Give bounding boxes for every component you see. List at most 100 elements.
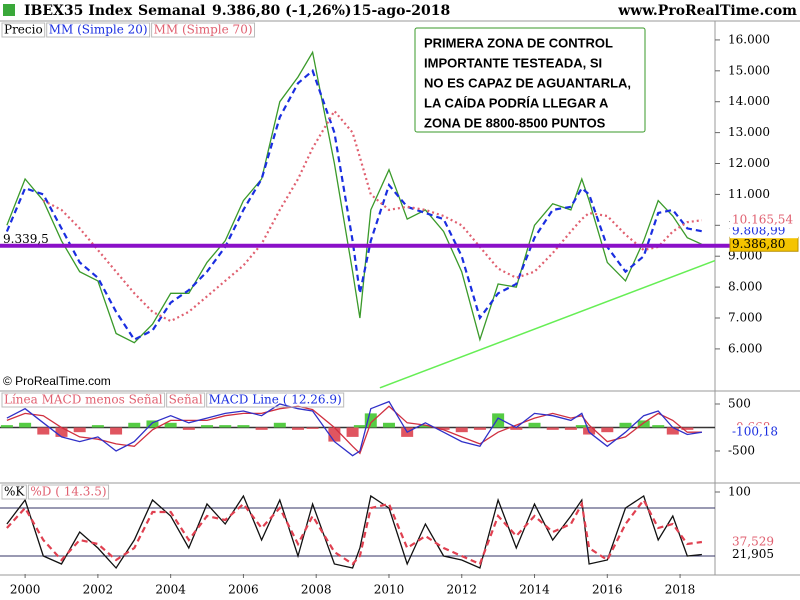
histogram-bar — [637, 420, 650, 428]
legend-box — [206, 392, 345, 408]
histogram-bar — [382, 422, 395, 428]
x-tick-label: 2008 — [301, 583, 332, 597]
legend-entry: MM (Simple 20) — [49, 23, 148, 37]
histogram-bar — [237, 425, 250, 428]
series-line — [5, 68, 703, 342]
annotation-line: LA CAÍDA PODRÍA LLEGAR A — [424, 95, 609, 110]
value-tag-label: 9.808,99 — [732, 224, 785, 238]
plot-area — [0, 494, 715, 570]
value-tag — [730, 213, 798, 228]
histogram-bar — [619, 422, 632, 428]
histogram-bar — [666, 427, 679, 435]
value-tag-label: 21,905 — [732, 547, 774, 561]
histogram-bar — [492, 413, 505, 428]
histogram-bar — [128, 422, 141, 428]
y-tick-label: 6.000 — [728, 341, 762, 355]
app-icon — [3, 4, 15, 16]
histogram-bar — [292, 427, 305, 430]
legend-entry: %D ( 14.3.5) — [30, 485, 106, 499]
y-tick-label: 13.000 — [728, 125, 770, 139]
value-tag-label: -100,18 — [732, 425, 778, 439]
y-tick-label: 14.000 — [728, 94, 770, 108]
histogram-bar — [528, 422, 541, 428]
annotation-box — [414, 27, 646, 133]
y-tick-label: 11.000 — [728, 187, 770, 201]
histogram-bar — [164, 422, 177, 428]
histogram-bar — [19, 422, 32, 428]
series-line — [6, 400, 703, 457]
legend-box — [1, 392, 166, 408]
legend-entry: %K — [4, 485, 25, 499]
annotation-line: ZONA DE 8800-8500 PUNTOS — [424, 115, 606, 130]
y-tick-label: 7.000 — [728, 311, 762, 325]
series-line — [6, 405, 702, 455]
histogram-bar — [652, 425, 665, 428]
y-tick-label: 12.000 — [728, 156, 770, 170]
y-tick-label: 15.000 — [728, 63, 770, 77]
symbol: IBEX35 Index — [24, 3, 133, 19]
value-tag-label: 10.165,54 — [732, 213, 793, 227]
histogram-bar — [201, 425, 214, 428]
histogram-bar — [564, 427, 577, 430]
value-tag — [730, 425, 798, 440]
legend-entry: MM (Simple 70) — [154, 23, 253, 37]
legend-entry: MACD Line ( 12.26.9) — [209, 393, 342, 407]
y-tick-label: 16.000 — [728, 32, 770, 46]
histogram-bar — [437, 427, 450, 430]
histogram-bar — [455, 427, 468, 433]
histogram-bar — [255, 427, 268, 430]
plot-area — [5, 50, 715, 389]
x-tick-label: 2004 — [155, 583, 186, 597]
histogram-bar — [273, 422, 286, 428]
y-tick-label: 8.000 — [728, 280, 762, 294]
y-tick-label: 500 — [728, 396, 751, 410]
legend-box — [27, 484, 110, 500]
histogram-bar — [510, 427, 523, 430]
histogram-bar — [55, 427, 68, 437]
annotation-line: PRIMERA ZONA DE CONTROL — [424, 35, 613, 50]
plot-area — [0, 400, 715, 457]
legend-entry: Precio — [4, 23, 43, 37]
histogram-bar — [37, 427, 50, 435]
histogram-bar — [146, 420, 159, 428]
legend-entry: Señal — [169, 393, 203, 407]
site: www.ProRealTime.com — [617, 3, 797, 19]
value-tag-label: 37,529 — [732, 534, 774, 548]
value-tag — [730, 224, 798, 239]
y-tick-label: 9.000 — [728, 249, 762, 263]
legend-box — [1, 22, 46, 38]
histogram-bar — [182, 427, 195, 430]
x-tick-label: 2010 — [374, 583, 405, 597]
x-tick-label: 2014 — [519, 583, 550, 597]
x-tick-label: 2016 — [592, 583, 623, 597]
value-tag — [730, 547, 798, 562]
value-tag-label: 9.386,80 — [732, 237, 785, 251]
histogram-bar — [219, 425, 232, 428]
histogram-bar — [353, 425, 366, 428]
quote: 9.386,80 (-1,26%) — [212, 3, 352, 19]
histogram-bar — [346, 427, 359, 437]
histogram-bar — [473, 427, 486, 430]
histogram-bar — [681, 427, 694, 430]
histogram-bar — [0, 425, 13, 428]
legend-box — [1, 484, 27, 500]
period: Semanal — [138, 3, 205, 19]
x-tick-label: 2018 — [665, 583, 696, 597]
series-line — [6, 494, 702, 570]
x-tick-label: 2012 — [446, 583, 477, 597]
trendline — [379, 259, 715, 389]
histogram-bar — [364, 413, 377, 428]
annotation-line: NO ES CAPAZ DE AGUANTARLA, — [424, 75, 631, 90]
histogram-bar — [110, 427, 123, 435]
histogram-bar — [328, 427, 341, 442]
x-tick-label: 2000 — [10, 583, 41, 597]
histogram-bar — [91, 425, 104, 428]
legend-entry: Línea MACD menos Señal — [4, 393, 163, 407]
histogram-bar — [419, 425, 432, 428]
x-tick-label: 2006 — [228, 583, 259, 597]
histogram-bar — [575, 425, 588, 428]
legend-box — [46, 22, 151, 38]
y-tick-label: -500 — [728, 443, 755, 457]
